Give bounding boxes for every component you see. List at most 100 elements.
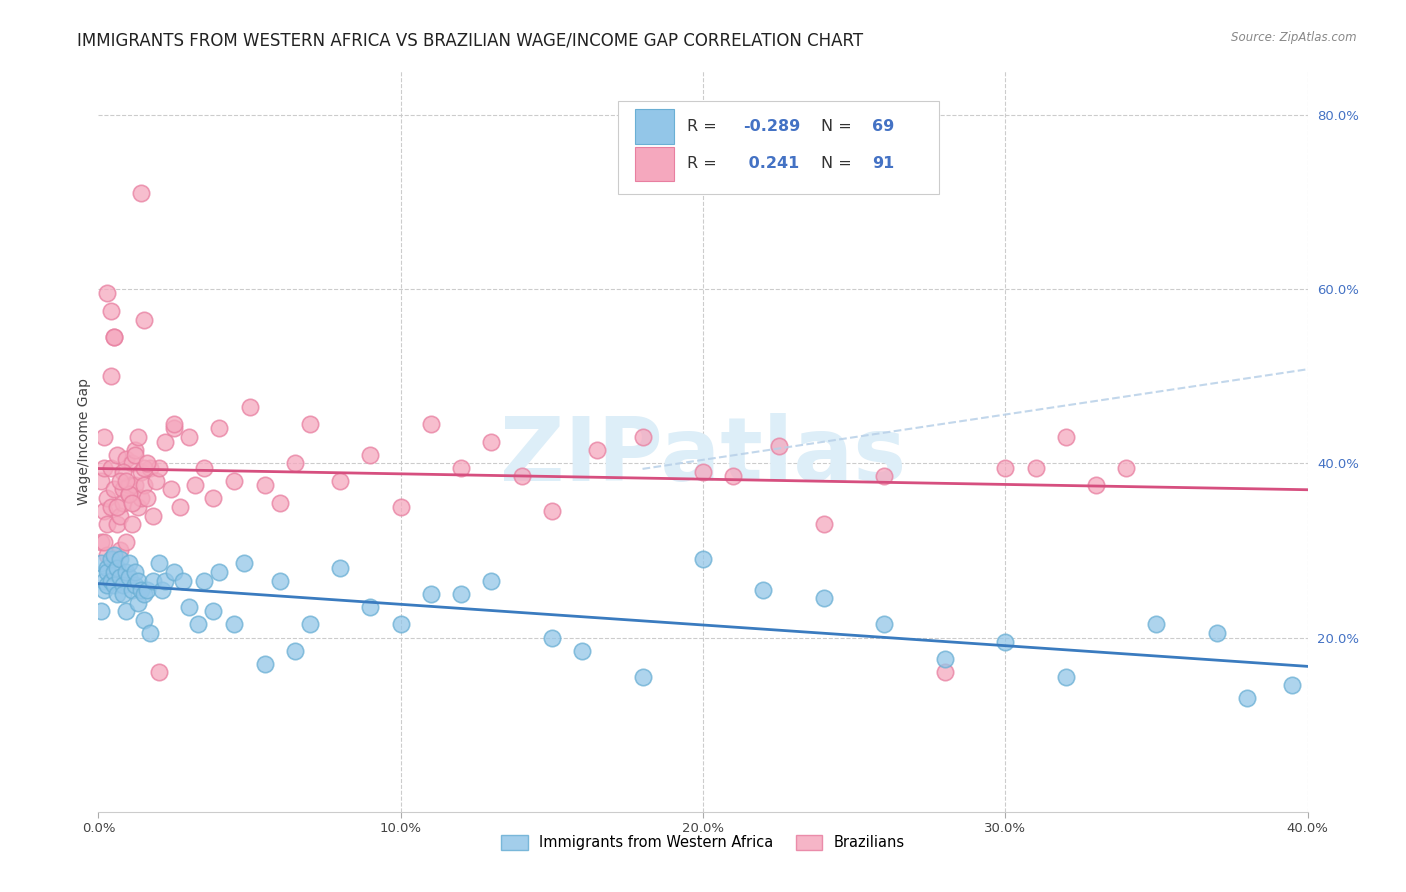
Point (100, 369, 122, 384)
Point (108, 543, 131, 558)
Point (121, 495, 143, 509)
Point (90, 557, 112, 571)
Point (105, 587, 128, 601)
Text: IMMIGRANTS FROM WESTERN AFRICA VS BRAZILIAN WAGE/INCOME GAP CORRELATION CHART: IMMIGRANTS FROM WESTERN AFRICA VS BRAZIL… (77, 31, 863, 49)
Point (139, 626, 162, 640)
Point (90, 474, 112, 488)
Point (187, 617, 209, 632)
Text: ZIPatlas: ZIPatlas (501, 413, 905, 500)
Text: Source: ZipAtlas.com: Source: ZipAtlas.com (1232, 31, 1357, 45)
Y-axis label: Wage/Income Gap: Wage/Income Gap (77, 378, 91, 505)
Point (360, 448, 382, 462)
Point (108, 569, 131, 583)
Point (420, 587, 443, 601)
Point (103, 552, 125, 566)
Point (93, 574, 115, 588)
Point (127, 500, 149, 514)
Point (153, 574, 176, 588)
Point (169, 500, 191, 514)
Point (96, 491, 118, 505)
Point (103, 548, 125, 562)
Point (1054, 670, 1077, 684)
Point (93, 582, 115, 597)
Point (631, 670, 654, 684)
Point (329, 474, 352, 488)
Point (208, 565, 231, 579)
Point (540, 504, 562, 518)
Point (93, 460, 115, 475)
Point (139, 460, 162, 475)
Point (692, 552, 714, 566)
Point (132, 478, 155, 492)
Point (768, 439, 790, 453)
Point (253, 657, 276, 671)
Point (100, 460, 122, 475)
FancyBboxPatch shape (636, 110, 673, 145)
Point (1054, 430, 1077, 444)
Point (148, 557, 170, 571)
Point (450, 587, 472, 601)
Point (163, 565, 186, 579)
Point (96, 286, 118, 301)
Point (224, 474, 246, 488)
Point (121, 517, 143, 532)
Point (232, 557, 254, 571)
Point (135, 491, 157, 505)
Point (93, 430, 115, 444)
Point (132, 312, 155, 326)
Point (1085, 478, 1108, 492)
Point (202, 604, 225, 618)
Text: R =: R = (688, 120, 723, 135)
Point (118, 478, 141, 492)
Point (873, 469, 896, 483)
Point (208, 421, 231, 435)
Point (105, 500, 128, 514)
Point (150, 582, 173, 597)
Point (420, 417, 443, 431)
Point (127, 574, 149, 588)
Point (723, 469, 745, 483)
Point (129, 186, 152, 201)
Point (114, 534, 136, 549)
Point (135, 582, 157, 597)
Point (103, 483, 125, 497)
Point (118, 569, 141, 583)
Point (163, 421, 186, 435)
Point (114, 474, 136, 488)
Legend: Immigrants from Western Africa, Brazilians: Immigrants from Western Africa, Brazilia… (496, 830, 910, 856)
Point (586, 443, 609, 458)
Point (329, 561, 352, 575)
Point (127, 596, 149, 610)
Text: N =: N = (821, 120, 858, 135)
Point (202, 491, 225, 505)
Point (108, 474, 131, 488)
Point (114, 452, 136, 467)
Point (1144, 617, 1167, 632)
Point (389, 617, 412, 632)
Point (994, 635, 1017, 649)
Point (129, 465, 152, 479)
Point (510, 469, 533, 483)
Text: 69: 69 (872, 120, 894, 135)
Point (284, 643, 307, 657)
Point (994, 460, 1017, 475)
Point (118, 487, 141, 501)
Point (153, 434, 176, 449)
Point (813, 517, 835, 532)
Point (145, 474, 167, 488)
FancyBboxPatch shape (619, 101, 939, 194)
Point (124, 565, 146, 579)
Point (124, 478, 146, 492)
Point (118, 557, 141, 571)
Point (108, 508, 131, 523)
Point (103, 565, 125, 579)
Point (571, 643, 593, 657)
Text: N =: N = (821, 156, 858, 171)
Point (90, 604, 112, 618)
Point (111, 587, 134, 601)
Point (934, 665, 956, 680)
Point (193, 460, 215, 475)
Point (100, 500, 122, 514)
Text: R =: R = (688, 156, 723, 171)
Point (1236, 691, 1258, 706)
